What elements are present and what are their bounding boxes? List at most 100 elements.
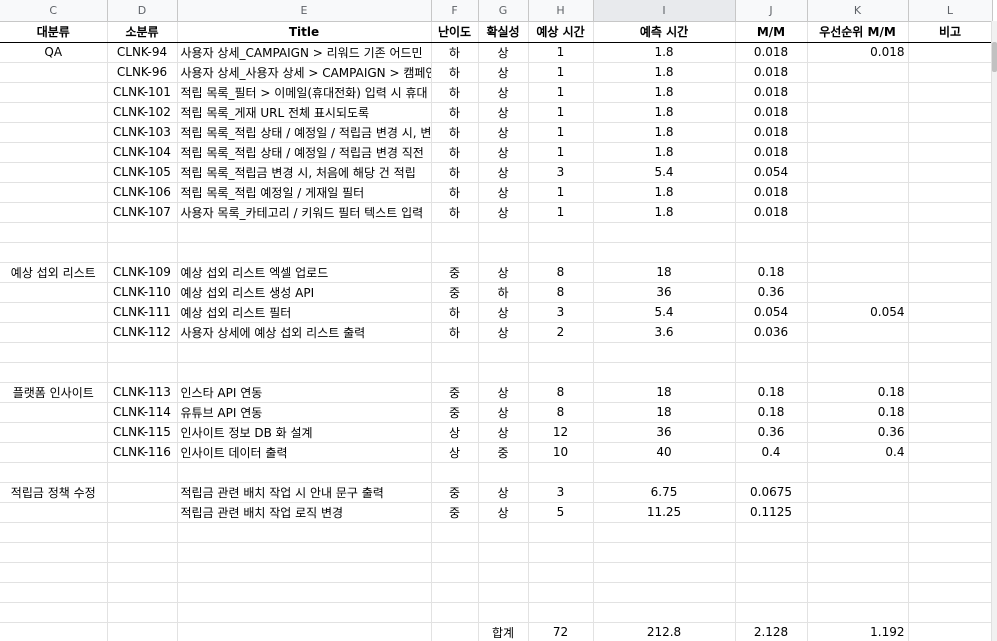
table-cell[interactable] (735, 242, 808, 263)
table-cell[interactable] (593, 602, 736, 623)
table-cell[interactable]: CLNK-106 (107, 182, 178, 203)
table-cell[interactable]: 상 (478, 482, 529, 503)
table-cell[interactable]: CLNK-111 (107, 302, 178, 323)
table-cell[interactable]: 1 (528, 142, 594, 163)
table-cell[interactable]: CLNK-114 (107, 402, 178, 423)
table-cell[interactable]: 1 (528, 122, 594, 143)
table-cell[interactable] (735, 342, 808, 363)
table-cell[interactable] (807, 582, 909, 603)
table-cell[interactable]: CLNK-94 (107, 42, 178, 63)
table-cell[interactable] (107, 222, 178, 243)
table-cell[interactable]: 1 (528, 82, 594, 103)
table-cell[interactable] (528, 222, 594, 243)
table-cell[interactable] (528, 362, 594, 383)
table-cell[interactable]: CLNK-116 (107, 442, 178, 463)
table-cell[interactable]: 1.8 (593, 182, 736, 203)
table-cell[interactable] (0, 322, 108, 343)
table-cell[interactable]: 0.36 (807, 422, 909, 443)
table-cell[interactable]: 11.25 (593, 502, 736, 523)
table-cell[interactable]: 2 (528, 322, 594, 343)
table-cell[interactable] (0, 142, 108, 163)
table-cell[interactable]: CLNK-107 (107, 202, 178, 223)
table-cell[interactable]: 1.8 (593, 82, 736, 103)
table-cell[interactable]: 8 (528, 262, 594, 283)
table-cell[interactable] (908, 82, 993, 103)
table-cell[interactable] (807, 122, 909, 143)
table-cell[interactable] (0, 422, 108, 443)
table-cell[interactable] (593, 522, 736, 543)
table-cell[interactable] (908, 422, 993, 443)
table-cell[interactable]: 하 (431, 322, 479, 343)
table-cell[interactable] (431, 462, 479, 483)
table-cell[interactable] (0, 222, 108, 243)
table-cell[interactable]: 0.018 (735, 82, 808, 103)
table-cell[interactable] (0, 462, 108, 483)
table-cell[interactable] (0, 442, 108, 463)
table-cell[interactable]: CLNK-101 (107, 82, 178, 103)
table-cell[interactable] (0, 302, 108, 323)
column-header-f[interactable]: F (431, 0, 479, 22)
table-cell[interactable]: 상 (478, 262, 529, 283)
table-cell[interactable]: 8 (528, 402, 594, 423)
table-cell[interactable] (528, 602, 594, 623)
table-cell[interactable]: 적립금 정책 수정 (0, 482, 108, 503)
table-cell[interactable]: 1.8 (593, 102, 736, 123)
table-cell[interactable] (107, 582, 178, 603)
table-cell[interactable]: 18 (593, 262, 736, 283)
table-cell[interactable] (107, 482, 178, 503)
table-cell[interactable] (807, 562, 909, 583)
total-cell[interactable]: 2.128 (735, 621, 808, 641)
table-cell[interactable] (107, 522, 178, 543)
table-cell[interactable]: 3 (528, 302, 594, 323)
table-cell[interactable] (478, 342, 529, 363)
table-cell[interactable]: 하 (431, 182, 479, 203)
table-cell[interactable]: 적립 목록_필터 > 이메일(휴대전화) 입력 시 휴대 (177, 82, 432, 103)
empty-cell[interactable] (908, 621, 993, 641)
table-cell[interactable]: 0.018 (735, 42, 808, 63)
column-header-g[interactable]: G (478, 0, 529, 22)
table-cell[interactable]: 예상 섭외 리스트 엑셀 업로드 (177, 262, 432, 283)
table-cell[interactable]: 예상 섭외 리스트 필터 (177, 302, 432, 323)
table-cell[interactable] (0, 242, 108, 263)
table-cell[interactable] (177, 222, 432, 243)
table-cell[interactable] (107, 562, 178, 583)
table-cell[interactable]: 1.8 (593, 142, 736, 163)
table-cell[interactable]: CLNK-113 (107, 382, 178, 403)
table-cell[interactable]: CLNK-102 (107, 102, 178, 123)
table-cell[interactable] (807, 182, 909, 203)
table-cell[interactable] (908, 182, 993, 203)
table-cell[interactable]: 상 (478, 162, 529, 183)
column-header-d[interactable]: D (107, 0, 178, 22)
table-cell[interactable] (908, 162, 993, 183)
table-cell[interactable] (908, 322, 993, 343)
table-cell[interactable]: 5.4 (593, 162, 736, 183)
header-cell[interactable]: 우선순위 M/M (807, 21, 909, 43)
table-cell[interactable]: CLNK-104 (107, 142, 178, 163)
table-cell[interactable]: 18 (593, 382, 736, 403)
table-cell[interactable]: 6.75 (593, 482, 736, 503)
table-cell[interactable] (807, 342, 909, 363)
table-cell[interactable]: 18 (593, 402, 736, 423)
vertical-scrollbar-track[interactable] (991, 21, 997, 641)
table-cell[interactable] (735, 602, 808, 623)
table-cell[interactable] (0, 122, 108, 143)
table-cell[interactable]: 0.36 (735, 422, 808, 443)
table-cell[interactable] (478, 562, 529, 583)
table-cell[interactable] (908, 202, 993, 223)
table-cell[interactable] (593, 542, 736, 563)
empty-cell[interactable] (0, 621, 108, 641)
table-cell[interactable]: 5 (528, 502, 594, 523)
table-cell[interactable]: 0.18 (735, 382, 808, 403)
table-cell[interactable] (107, 342, 178, 363)
column-header-i[interactable]: I (593, 0, 736, 22)
table-cell[interactable] (807, 282, 909, 303)
table-cell[interactable]: 중 (431, 502, 479, 523)
table-cell[interactable]: 상 (478, 202, 529, 223)
table-cell[interactable] (908, 462, 993, 483)
table-cell[interactable]: 하 (431, 122, 479, 143)
table-cell[interactable] (735, 522, 808, 543)
table-cell[interactable] (431, 362, 479, 383)
table-cell[interactable] (431, 562, 479, 583)
table-cell[interactable] (593, 362, 736, 383)
table-cell[interactable] (107, 502, 178, 523)
